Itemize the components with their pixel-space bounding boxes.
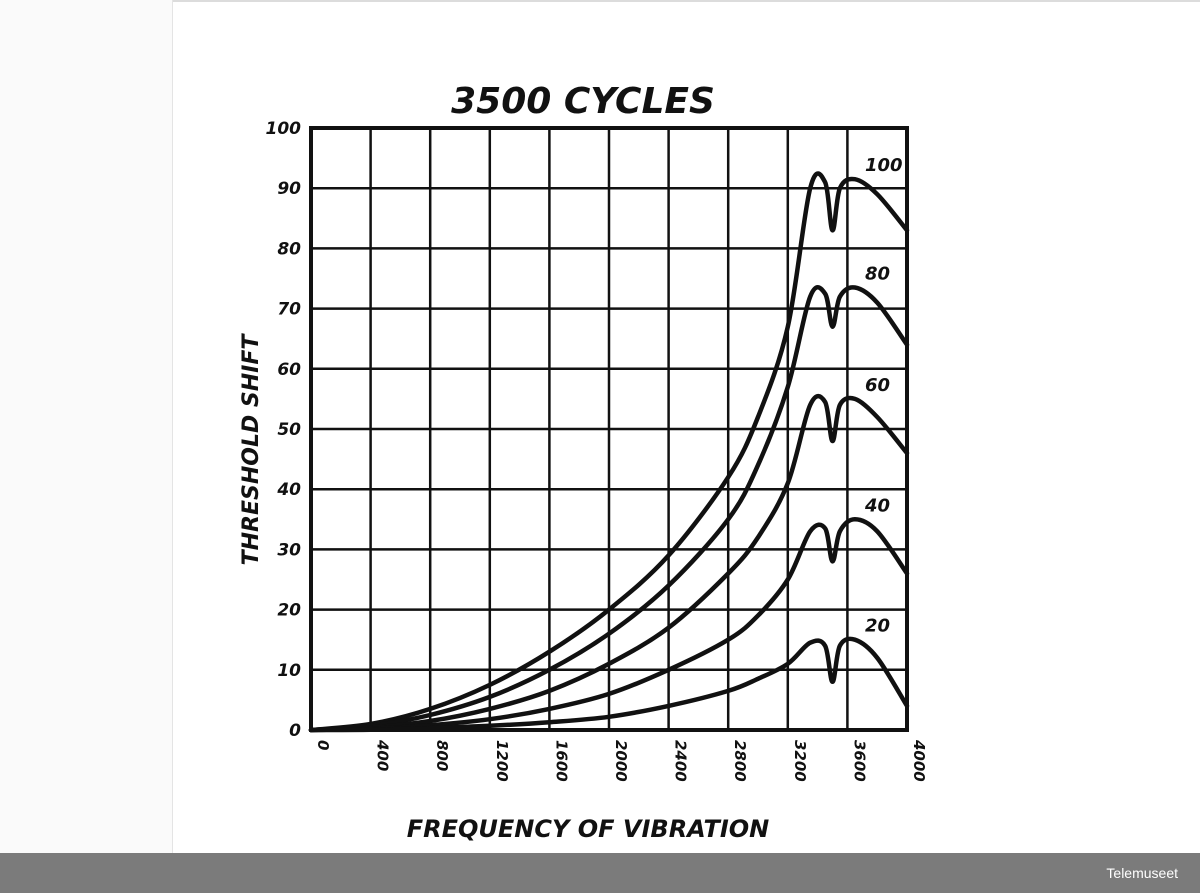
- x-tick-label: 400: [374, 739, 392, 771]
- y-tick-label: 40: [276, 480, 301, 500]
- top-rule: [0, 0, 1200, 2]
- x-tick-label: 3200: [791, 740, 809, 782]
- tick-labels: 0 400 800 1200 1600 2000 2400 2800 3200 3600 4000 0…: [266, 119, 929, 782]
- chart-title: 3500 CYCLES: [451, 81, 715, 122]
- series-label-80: 80: [865, 264, 890, 285]
- y-axis-label: THRESHOLD SHIFT: [239, 333, 264, 566]
- series-label-20: 20: [865, 616, 890, 637]
- x-tick-label: 2400: [672, 740, 690, 782]
- y-tick-label: 70: [277, 300, 301, 320]
- series-line-40: [308, 517, 910, 733]
- y-tick-label: 60: [277, 360, 301, 380]
- x-tick-label: 1600: [552, 740, 570, 782]
- y-tick-label: 30: [277, 540, 301, 560]
- footer-bar: Telemuseet: [0, 853, 1200, 893]
- footer-credit: Telemuseet: [1106, 865, 1178, 881]
- y-tick-label: 20: [277, 601, 301, 621]
- y-tick-label: 50: [277, 420, 301, 440]
- x-tick-label: 4000: [910, 739, 928, 782]
- series-label-100: 100: [865, 155, 903, 176]
- x-tick-label: 2000: [612, 740, 630, 782]
- grid-lines: [311, 128, 907, 730]
- x-tick-label: 0: [314, 740, 332, 750]
- x-tick-label: 3600: [850, 740, 868, 782]
- plot-frame: [309, 126, 909, 732]
- x-tick-label: 2800: [731, 740, 749, 782]
- y-tick-label: 0: [289, 721, 301, 741]
- y-tick-label: 80: [277, 239, 301, 259]
- series-line-80: [308, 285, 910, 733]
- series-line-100: [308, 171, 910, 733]
- page-margin: [0, 0, 173, 853]
- series-line-60: [308, 393, 910, 733]
- series-line-20: [308, 636, 910, 733]
- threshold-shift-chart: 3500 CYCLES THRESHOLD SHIFT FREQUENCY OF…: [239, 81, 929, 843]
- y-tick-label: 100: [266, 119, 302, 139]
- x-axis-label: FREQUENCY OF VIBRATION: [407, 815, 769, 843]
- x-tick-label: 800: [433, 740, 451, 771]
- series-lines: [308, 171, 910, 733]
- y-tick-label: 90: [277, 179, 301, 199]
- series-label-40: 40: [864, 495, 890, 516]
- series-label-60: 60: [865, 375, 890, 396]
- series-labels: 100 80 60 40 20: [864, 155, 903, 637]
- x-tick-label: 1200: [493, 740, 511, 782]
- y-tick-label: 10: [277, 661, 301, 681]
